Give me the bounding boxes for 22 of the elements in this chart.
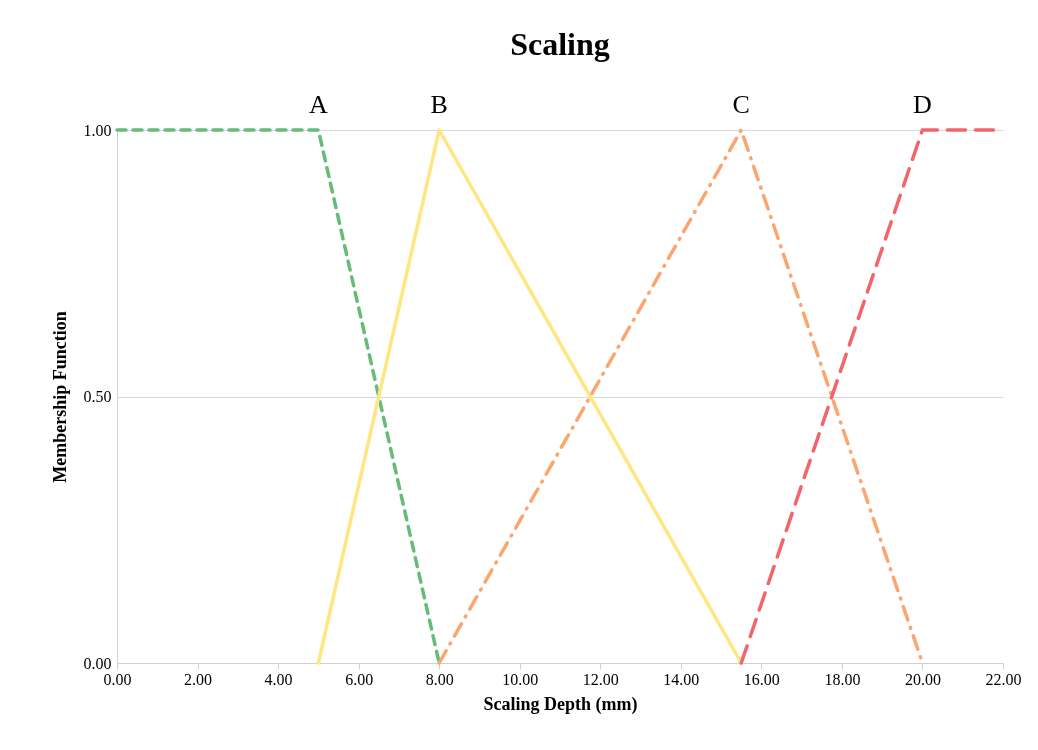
series-label: C [732,90,750,119]
x-tick-label: 16.00 [743,670,780,688]
chart-title: Scaling [510,26,610,62]
y-tick-label: 1.00 [83,121,112,139]
x-tick-label: 22.00 [985,670,1022,688]
series-label: A [308,90,328,119]
y-tick-label: 0.00 [83,654,112,672]
x-axis-title: Scaling Depth (mm) [483,693,638,715]
series-label: B [430,90,448,119]
x-tick-label: 0.00 [103,670,132,688]
x-tick-label: 18.00 [824,670,861,688]
y-axis-title: Membership Function [49,311,70,483]
y-tick-label: 0.50 [83,388,112,405]
x-tick-label: 12.00 [582,670,619,688]
x-tick-label: 8.00 [425,670,454,688]
x-tick-label: 2.00 [184,670,213,688]
x-tick-label: 6.00 [345,670,374,688]
x-tick-label: 14.00 [663,670,700,688]
series-label: D [913,90,932,119]
x-tick-label: 10.00 [502,670,539,688]
x-tick-label: 4.00 [264,670,293,688]
x-tick-label: 20.00 [904,670,941,688]
